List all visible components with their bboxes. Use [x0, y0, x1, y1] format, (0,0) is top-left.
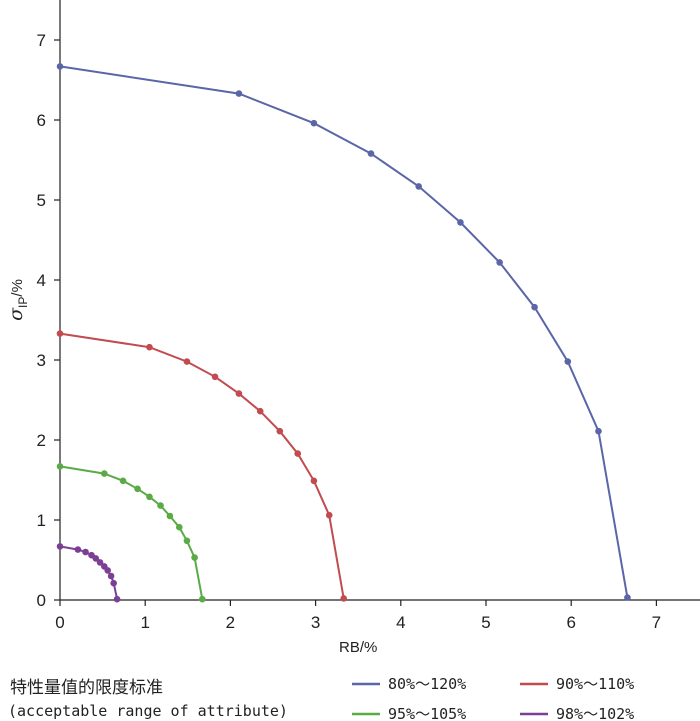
- series-line: [59, 65, 629, 598]
- data-point: [310, 119, 318, 127]
- data-point: [198, 595, 206, 603]
- y-tick-label: 6: [37, 111, 46, 130]
- legend-label: 98%～102%: [556, 705, 634, 721]
- data-point: [276, 427, 284, 435]
- x-tick-label: 5: [481, 613, 490, 632]
- y-tick-label: 5: [37, 191, 46, 210]
- legend-subtitle: (acceptable range of attribute): [8, 702, 288, 720]
- y-axis-title: σIP/%: [5, 279, 30, 321]
- series-line: [59, 465, 204, 600]
- data-point: [104, 567, 112, 574]
- y-tick-label: 4: [37, 271, 46, 290]
- data-point: [101, 470, 108, 477]
- data-point: [96, 559, 104, 566]
- data-point: [107, 572, 115, 580]
- data-point: [74, 546, 82, 553]
- data-point: [235, 90, 243, 97]
- x-tick-label: 6: [566, 613, 575, 632]
- legend-label: 80%～120%: [388, 675, 466, 693]
- data-point: [56, 63, 64, 70]
- data-point: [191, 554, 198, 561]
- data-point: [211, 373, 219, 381]
- data-point: [146, 493, 153, 501]
- data-point: [235, 390, 243, 397]
- legend-entry: 98%～102%: [520, 705, 634, 721]
- y-axis-title-subscript: IP: [16, 297, 30, 308]
- data-point: [166, 512, 174, 520]
- data-point: [110, 579, 117, 587]
- data-point: [56, 463, 64, 470]
- data-point: [415, 183, 422, 190]
- data-point: [496, 259, 503, 266]
- y-tick-label: 0: [37, 591, 46, 610]
- y-tick-label: 2: [37, 431, 46, 450]
- data-point: [113, 595, 121, 603]
- series-4: [56, 543, 121, 603]
- data-point: [92, 555, 100, 562]
- legend-title: 特性量值的限度标准: [10, 678, 163, 698]
- data-point: [56, 543, 64, 550]
- data-point: [340, 595, 348, 602]
- legend-entry: 80%～120%: [352, 675, 466, 693]
- data-point: [82, 548, 89, 556]
- data-point: [56, 330, 64, 337]
- x-axis-title: RB/%: [339, 639, 377, 656]
- series-group: [56, 63, 631, 603]
- data-point: [146, 343, 153, 351]
- legend-label: 90%～110%: [556, 675, 634, 693]
- x-tick-label: 0: [55, 613, 64, 632]
- series-1: [56, 63, 631, 601]
- data-point: [624, 594, 631, 601]
- y-tick-label: 7: [37, 31, 46, 50]
- data-point: [294, 450, 302, 457]
- legend-entry: 95%～105%: [352, 705, 466, 721]
- series-3: [56, 463, 206, 603]
- x-tick-label: 7: [652, 613, 661, 632]
- data-point: [183, 537, 191, 545]
- series-line: [59, 332, 345, 599]
- data-point: [457, 219, 464, 226]
- data-point: [183, 358, 191, 365]
- data-point: [175, 523, 183, 531]
- x-tick-label: 2: [226, 613, 235, 632]
- series-2: [56, 330, 348, 602]
- axes: 0 1 2 3 4 5 6 7 0 1 2 3 4 5 6 7 RB/% σIP/%: [5, 0, 700, 656]
- y-axis-title-symbol: σ: [5, 307, 27, 321]
- data-point: [595, 427, 602, 435]
- y-tick-label: 3: [37, 351, 46, 370]
- legend: 特性量值的限度标准 (acceptable range of attribute)…: [8, 675, 634, 721]
- x-tick-label: 3: [311, 613, 320, 632]
- data-point: [134, 485, 141, 493]
- data-point: [325, 511, 333, 519]
- legend-label: 95%～105%: [388, 705, 466, 721]
- data-point: [119, 477, 127, 485]
- y-axis-title-suffix: /%: [9, 279, 26, 297]
- data-point: [157, 502, 164, 509]
- data-point: [367, 150, 375, 157]
- x-tick-label: 1: [140, 613, 149, 632]
- x-tick-label: 4: [396, 613, 405, 632]
- y-tick-label: 1: [37, 511, 46, 530]
- data-point: [310, 477, 318, 485]
- data-point: [531, 303, 538, 311]
- data-point: [256, 407, 264, 415]
- data-point: [564, 358, 572, 365]
- legend-entry: 90%～110%: [520, 675, 634, 693]
